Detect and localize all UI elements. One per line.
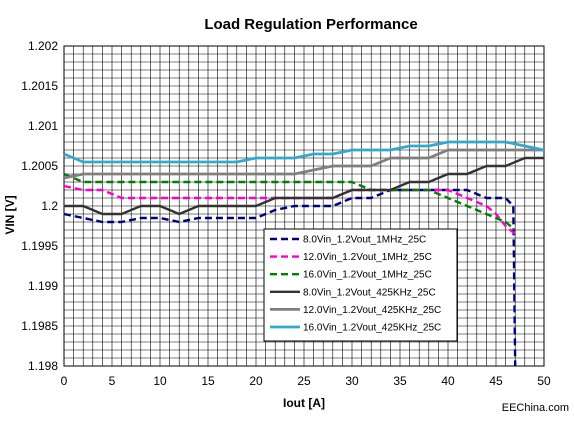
x-tick-label: 10 — [153, 374, 167, 388]
legend-label: 16.0Vin_1.2Vout_425KHz_25C — [303, 323, 441, 334]
legend-label: 8.0Vin_1.2Vout_425KHz_25C — [303, 287, 436, 298]
y-tick-labels: 1.198 1.1985 1.199 1.1995 1.2 1.2005 1.201 1.20… — [21, 39, 58, 373]
legend-label: 12.0Vin_1.2Vout_1MHz_25C — [303, 252, 432, 263]
y-tick-label: 1.202 — [28, 39, 58, 53]
y-tick-label: 1.2015 — [21, 79, 58, 93]
x-tick-label: 15 — [201, 374, 215, 388]
x-tick-label: 35 — [393, 374, 407, 388]
y-tick-label: 1.199 — [28, 279, 58, 293]
x-tick-label: 0 — [61, 374, 68, 388]
series-line-3 — [63, 172, 516, 231]
x-tick-label: 5 — [109, 374, 116, 388]
series-line-5 — [63, 148, 544, 180]
legend-label: 8.0Vin_1.2Vout_1MHz_25C — [303, 235, 426, 246]
x-tick-label: 20 — [249, 374, 263, 388]
x-tick-label: 25 — [297, 374, 311, 388]
y-tick-label: 1.2 — [41, 199, 58, 213]
series-group — [63, 140, 545, 367]
x-tick-label: 50 — [537, 374, 551, 388]
watermark: EEChina.com — [502, 402, 569, 414]
legend-label: 12.0Vin_1.2Vout_425KHz_25C — [303, 305, 441, 316]
y-tick-label: 1.198 — [28, 359, 58, 373]
legend-label: 16.0Vin_1.2Vout_1MHz_25C — [303, 270, 432, 281]
x-tick-label: 40 — [441, 374, 455, 388]
series-line-6 — [63, 140, 545, 164]
y-tick-label: 1.201 — [28, 119, 58, 133]
y-tick-label: 1.2005 — [21, 159, 58, 173]
chart-title: Load Regulation Performance — [204, 16, 417, 33]
x-tick-label: 30 — [345, 374, 359, 388]
y-tick-label: 1.1985 — [21, 319, 58, 333]
x-axis-title: Iout [A] — [283, 396, 325, 410]
series-line-1 — [63, 188, 517, 367]
x-tick-labels: 0 5 10 15 20 25 30 35 40 45 50 — [61, 374, 551, 388]
x-tick-label: 45 — [489, 374, 503, 388]
series-line-4 — [64, 156, 544, 216]
legend-items: 8.0Vin_1.2Vout_1MHz_25C 12.0Vin_1.2Vout_1… — [270, 235, 441, 334]
y-axis-title: VIN [V] — [3, 195, 17, 234]
legend-box — [263, 228, 458, 342]
legend: 8.0Vin_1.2Vout_1MHz_25C 12.0Vin_1.2Vout_1… — [263, 228, 458, 342]
y-tick-label: 1.1995 — [21, 239, 58, 253]
